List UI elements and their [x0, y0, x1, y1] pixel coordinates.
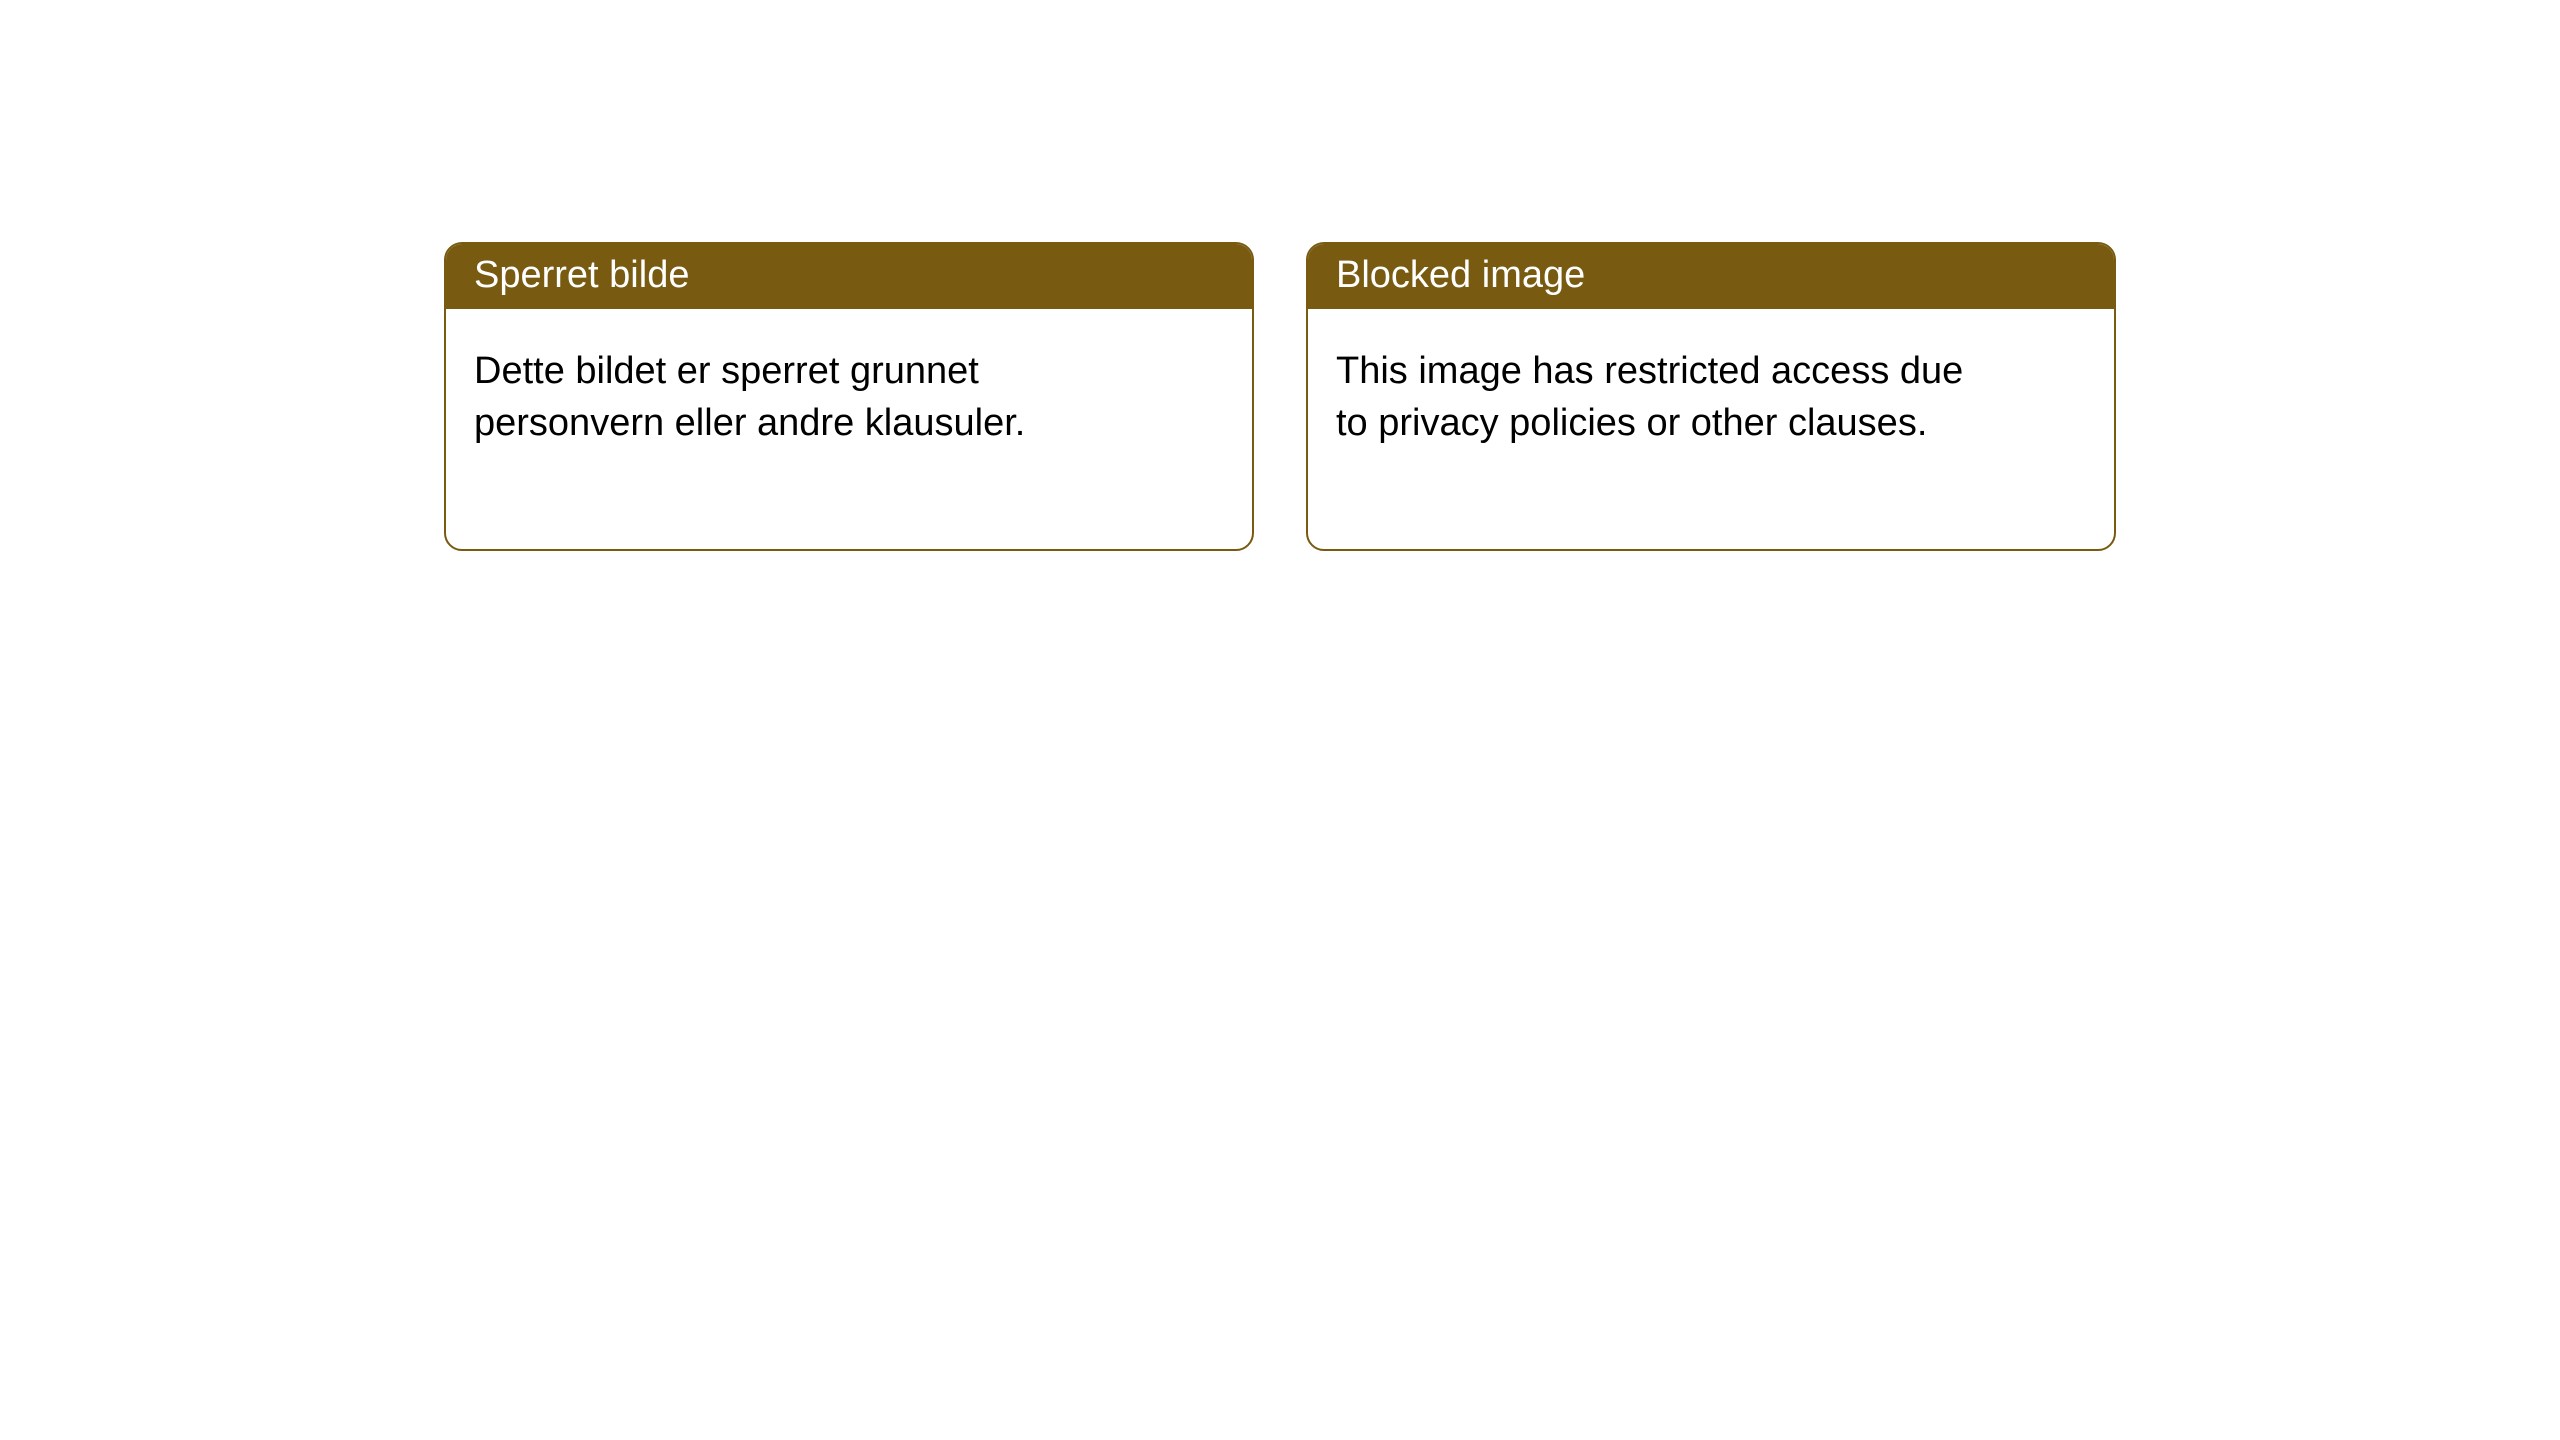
- notice-header: Blocked image: [1308, 244, 2114, 309]
- notice-card-english: Blocked image This image has restricted …: [1306, 242, 2116, 551]
- notice-card-norwegian: Sperret bilde Dette bildet er sperret gr…: [444, 242, 1254, 551]
- notice-header: Sperret bilde: [446, 244, 1252, 309]
- notice-body: Dette bildet er sperret grunnet personve…: [446, 309, 1146, 549]
- notice-body: This image has restricted access due to …: [1308, 309, 2008, 549]
- notice-container: Sperret bilde Dette bildet er sperret gr…: [0, 0, 2560, 551]
